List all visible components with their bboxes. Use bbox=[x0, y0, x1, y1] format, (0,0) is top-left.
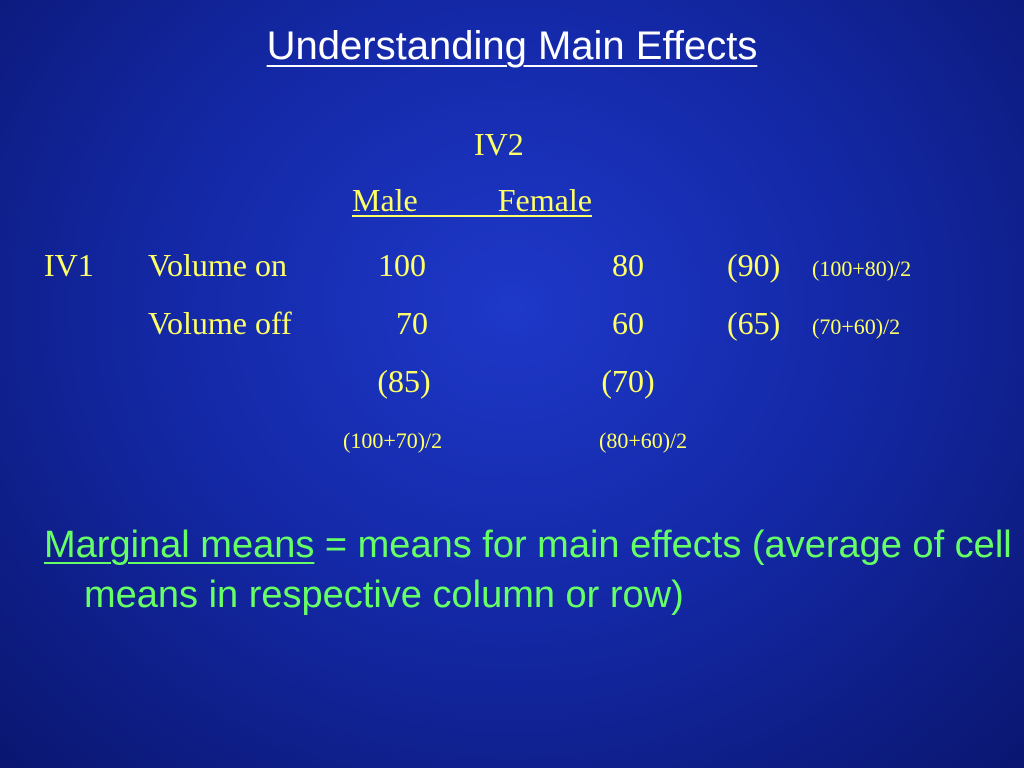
iv2-levels-header: Male Female bbox=[352, 182, 592, 218]
row-label: Volume off bbox=[148, 305, 292, 341]
iv2-label: IV2 bbox=[474, 126, 524, 162]
column-marginal-mean: (85) bbox=[377, 363, 431, 399]
row-mean-formula: (100+80)/2 bbox=[812, 256, 912, 281]
row-marginal-mean: (65) bbox=[727, 305, 781, 341]
row-mean-formula: (70+60)/2 bbox=[812, 314, 901, 339]
column-mean-formula: (80+60)/2 bbox=[599, 428, 688, 453]
cell-value: 60 bbox=[612, 305, 644, 341]
cell-value: 100 bbox=[378, 247, 426, 283]
definition-term: Marginal means bbox=[44, 524, 315, 566]
column-marginal-mean: (70) bbox=[601, 363, 655, 399]
cell-value: 70 bbox=[396, 305, 428, 341]
definition-text: = means for main effects (average of cel… bbox=[84, 524, 1012, 616]
row-marginal-mean: (90) bbox=[727, 247, 781, 283]
row-label: Volume on bbox=[148, 247, 287, 283]
column-mean-formula: (100+70)/2 bbox=[343, 428, 443, 453]
cell-value: 80 bbox=[612, 247, 644, 283]
slide-title: Understanding Main Effects bbox=[266, 24, 758, 68]
definition-paragraph: Marginal means = means for main effects … bbox=[44, 520, 1024, 620]
iv1-label: IV1 bbox=[44, 247, 94, 283]
